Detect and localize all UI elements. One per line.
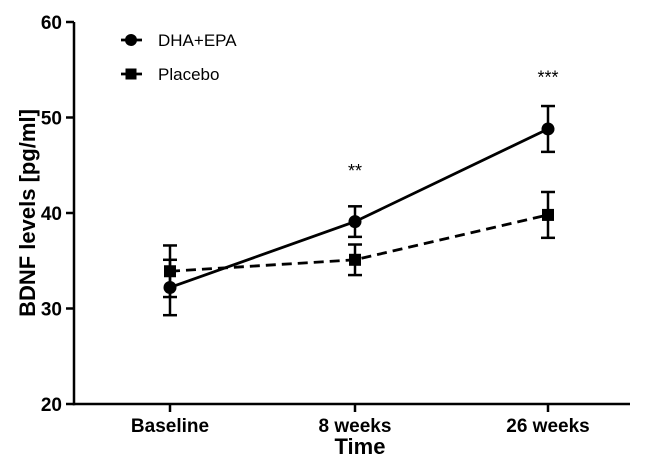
significance-annotation-0: ** — [348, 161, 362, 181]
x-tick-label-2: 26 weeks — [506, 416, 589, 437]
series-0 — [163, 104, 555, 317]
series-layer: ***** — [163, 67, 559, 317]
y-tick-label-0: 20 — [41, 395, 62, 416]
series-1 — [163, 190, 555, 299]
x-tick-label-0: Baseline — [131, 416, 209, 437]
legend: DHA+EPA Placebo — [121, 31, 237, 84]
legend-label-0: DHA+EPA — [158, 31, 237, 50]
labels-layer: Time BDNF levels [pg/ml] — [15, 109, 385, 459]
axes: 20 30 40 50 60 Baseline 8 weeks 26 weeks — [41, 13, 630, 437]
data-point-1-0 — [164, 265, 176, 278]
y-tick-label-4: 60 — [41, 13, 62, 34]
x-tick-label-1: 8 weeks — [319, 416, 392, 437]
significance-annotation-1: *** — [537, 67, 558, 87]
legend-item-0: DHA+EPA — [121, 31, 237, 50]
y-tick-label-2: 40 — [41, 204, 62, 225]
x-axis-title: Time — [335, 434, 386, 459]
data-point-0-2 — [541, 122, 555, 136]
data-point-1-1 — [349, 253, 361, 266]
data-point-0-1 — [348, 215, 362, 229]
legend-marker-0 — [125, 34, 137, 46]
data-point-1-2 — [542, 208, 554, 221]
y-axis-title: BDNF levels [pg/ml] — [15, 109, 40, 317]
legend-marker-1 — [125, 68, 137, 80]
y-tick-label-1: 30 — [41, 300, 62, 321]
y-tick-label-3: 50 — [41, 109, 62, 130]
legend-item-1: Placebo — [121, 65, 219, 84]
legend-label-1: Placebo — [158, 65, 219, 84]
